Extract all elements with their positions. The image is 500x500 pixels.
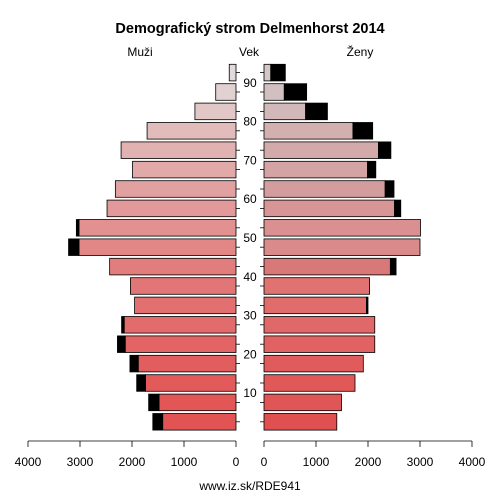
footer-source[interactable]: www.iz.sk/RDE941 <box>198 479 301 493</box>
age-tick-label-50: 50 <box>243 231 257 245</box>
age-tick-label-10: 10 <box>243 386 257 400</box>
chart-title: Demografický strom Delmenhorst 2014 <box>115 21 384 37</box>
age-tick-label-80: 80 <box>243 115 257 129</box>
male-excess-5-9 <box>148 393 160 412</box>
female-bar-25-29 <box>263 316 376 334</box>
age-tick-label-70: 70 <box>243 153 257 167</box>
female-bar-45-49 <box>263 238 421 256</box>
male-bar-10-14 <box>145 374 237 392</box>
bars-group <box>68 63 421 431</box>
female-bar-20-24 <box>263 335 376 353</box>
age-tick-label-60: 60 <box>243 192 257 206</box>
female-excess-55-59 <box>394 199 402 218</box>
female-bar-70-74 <box>263 141 379 159</box>
female-bar-35-39 <box>263 277 370 295</box>
female-bar-0-4 <box>263 413 338 431</box>
female-excess-90+ <box>270 63 286 82</box>
male-bar-50-54 <box>78 219 237 237</box>
male-excess-25-29 <box>121 316 125 334</box>
age-tick-label-20: 20 <box>243 347 257 361</box>
female-header: Ženy <box>347 44 374 59</box>
male-bar-0-4 <box>162 413 237 431</box>
female-excess-65-69 <box>367 160 377 179</box>
female-excess-85-89 <box>283 83 308 101</box>
male-bar-30-34 <box>134 296 237 315</box>
female-bar-65-69 <box>263 160 368 179</box>
male-excess-10-14 <box>136 374 146 392</box>
male-bar-20-24 <box>124 335 237 353</box>
male-bar-60-64 <box>114 180 237 198</box>
female-excess-70-74 <box>377 141 392 159</box>
male-bar-65-69 <box>132 160 237 179</box>
x-tick-label-male-0: 0 <box>233 455 240 469</box>
female-bar-75-79 <box>263 122 354 140</box>
male-bar-85-89 <box>215 83 237 101</box>
x-tick-label-male-2000: 2000 <box>119 455 146 469</box>
age-tick-label-40: 40 <box>243 270 257 284</box>
age-header: Vek <box>239 45 260 59</box>
x-tick-label-female-0: 0 <box>261 455 268 469</box>
male-bar-55-59 <box>106 199 237 218</box>
age-tick-label-90: 90 <box>243 76 257 90</box>
female-bar-80-84 <box>263 102 306 121</box>
female-bar-90+ <box>263 63 272 82</box>
female-bar-40-44 <box>263 257 391 276</box>
x-tick-label-male-4000: 4000 <box>15 455 42 469</box>
female-excess-75-79 <box>352 122 374 140</box>
male-bar-15-19 <box>137 354 237 373</box>
male-header: Muži <box>127 45 152 59</box>
x-tick-label-female-3000: 3000 <box>407 455 434 469</box>
female-bar-30-34 <box>263 296 367 315</box>
male-bar-80-84 <box>194 102 237 121</box>
x-tick-label-female-1000: 1000 <box>303 455 330 469</box>
female-excess-30-34 <box>366 296 369 315</box>
male-excess-15-19 <box>129 354 139 373</box>
female-excess-40-44 <box>389 257 397 276</box>
female-bar-55-59 <box>263 199 395 218</box>
female-bar-10-14 <box>263 374 356 392</box>
female-excess-60-64 <box>384 180 395 198</box>
male-bar-35-39 <box>130 277 237 295</box>
female-bar-85-89 <box>263 83 285 101</box>
male-excess-45-49 <box>68 238 80 256</box>
female-bar-15-19 <box>263 354 364 373</box>
female-bar-5-9 <box>263 393 342 412</box>
male-bar-45-49 <box>78 238 237 256</box>
male-bar-75-79 <box>146 122 237 140</box>
male-excess-50-54 <box>75 219 80 237</box>
male-excess-0-4 <box>152 413 164 431</box>
male-bar-40-44 <box>109 257 237 276</box>
female-excess-80-84 <box>305 102 328 121</box>
axes-group: 10 20 30 40 50 60 70 80 90 4000 3000 2000 1000 0 0 1000… <box>15 72 486 469</box>
male-bar-90+ <box>228 63 237 82</box>
female-bar-50-54 <box>263 219 421 237</box>
x-tick-label-male-3000: 3000 <box>67 455 94 469</box>
x-tick-label-female-4000: 4000 <box>459 455 486 469</box>
male-bar-25-29 <box>123 316 237 334</box>
male-bar-70-74 <box>120 141 237 159</box>
x-tick-label-male-1000: 1000 <box>171 455 198 469</box>
age-tick-label-30: 30 <box>243 309 257 323</box>
female-bar-60-64 <box>263 180 386 198</box>
male-excess-20-24 <box>117 335 126 353</box>
x-tick-label-female-2000: 2000 <box>355 455 382 469</box>
male-bar-5-9 <box>158 393 237 412</box>
